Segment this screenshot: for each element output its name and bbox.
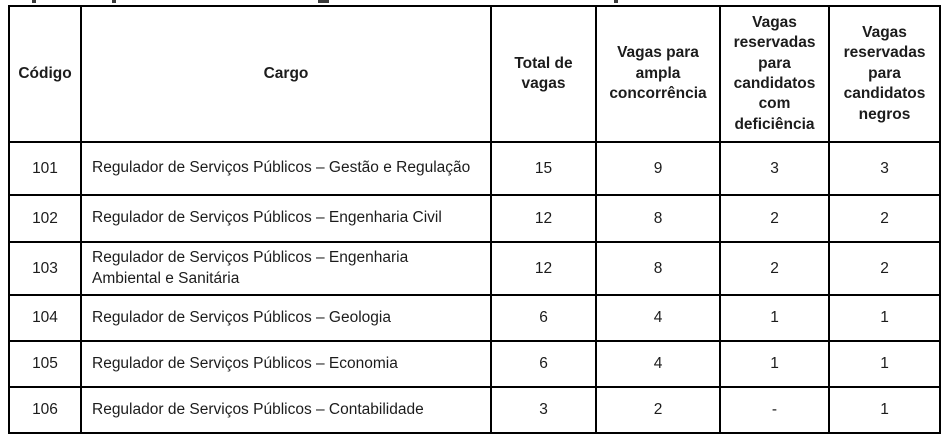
header-cargo: Cargo <box>80 5 492 143</box>
header-negros: Vagas reservadas para candidatos negros <box>828 5 941 143</box>
cargo-cell: Regulador de Serviços Públicos – Engenha… <box>80 241 492 296</box>
ampla-cell: 2 <box>595 386 721 434</box>
ampla-cell: 4 <box>595 294 721 342</box>
ampla-cell: 8 <box>595 194 721 243</box>
ampla-cell: 4 <box>595 340 721 388</box>
codigo-cell: 101 <box>8 141 82 196</box>
deficiencia-cell: 2 <box>719 241 830 296</box>
codigo-cell: 105 <box>8 340 82 388</box>
cropped-text-remnant <box>318 0 329 3</box>
table-row: 103 Regulador de Serviços Públicos – Eng… <box>8 241 941 296</box>
deficiencia-cell: - <box>719 386 830 434</box>
cargo-cell: Regulador de Serviços Públicos – Gestão … <box>80 141 492 196</box>
total-cell: 12 <box>490 241 597 296</box>
cropped-text-remnant <box>32 0 36 3</box>
negros-cell: 1 <box>828 340 941 388</box>
negros-cell: 3 <box>828 141 941 196</box>
table-row: 101 Regulador de Serviços Públicos – Ges… <box>8 141 941 196</box>
total-cell: 15 <box>490 141 597 196</box>
deficiencia-cell: 1 <box>719 294 830 342</box>
table-body: 101 Regulador de Serviços Públicos – Ges… <box>8 141 941 434</box>
table-row: 106 Regulador de Serviços Públicos – Con… <box>8 386 941 434</box>
header-deficiencia: Vagas reservadas para candidatos com def… <box>719 5 830 143</box>
header-codigo: Código <box>8 5 82 143</box>
total-cell: 6 <box>490 294 597 342</box>
deficiencia-cell: 2 <box>719 194 830 243</box>
total-cell: 12 <box>490 194 597 243</box>
codigo-cell: 103 <box>8 241 82 296</box>
header-ampla: Vagas para ampla concorrência <box>595 5 721 143</box>
codigo-cell: 104 <box>8 294 82 342</box>
negros-cell: 2 <box>828 241 941 296</box>
ampla-cell: 8 <box>595 241 721 296</box>
vacancies-table: Código Cargo Total de vagas Vagas para a… <box>8 5 941 434</box>
codigo-cell: 102 <box>8 194 82 243</box>
negros-cell: 1 <box>828 386 941 434</box>
codigo-cell: 106 <box>8 386 82 434</box>
cropped-text-remnant <box>614 0 618 3</box>
header-total-vagas: Total de vagas <box>490 5 597 143</box>
cropped-text-remnant <box>112 0 116 3</box>
header-row: Código Cargo Total de vagas Vagas para a… <box>8 5 941 143</box>
table-row: 102 Regulador de Serviços Públicos – Eng… <box>8 194 941 243</box>
negros-cell: 2 <box>828 194 941 243</box>
negros-cell: 1 <box>828 294 941 342</box>
deficiencia-cell: 1 <box>719 340 830 388</box>
deficiencia-cell: 3 <box>719 141 830 196</box>
ampla-cell: 9 <box>595 141 721 196</box>
total-cell: 6 <box>490 340 597 388</box>
table-row: 104 Regulador de Serviços Públicos – Geo… <box>8 294 941 342</box>
cargo-cell: Regulador de Serviços Públicos – Engenha… <box>80 194 492 243</box>
table-header: Código Cargo Total de vagas Vagas para a… <box>8 5 941 143</box>
cargo-cell: Regulador de Serviços Públicos – Geologi… <box>80 294 492 342</box>
cargo-cell: Regulador de Serviços Públicos – Economi… <box>80 340 492 388</box>
cargo-cell: Regulador de Serviços Públicos – Contabi… <box>80 386 492 434</box>
table-row: 105 Regulador de Serviços Públicos – Eco… <box>8 340 941 388</box>
total-cell: 3 <box>490 386 597 434</box>
